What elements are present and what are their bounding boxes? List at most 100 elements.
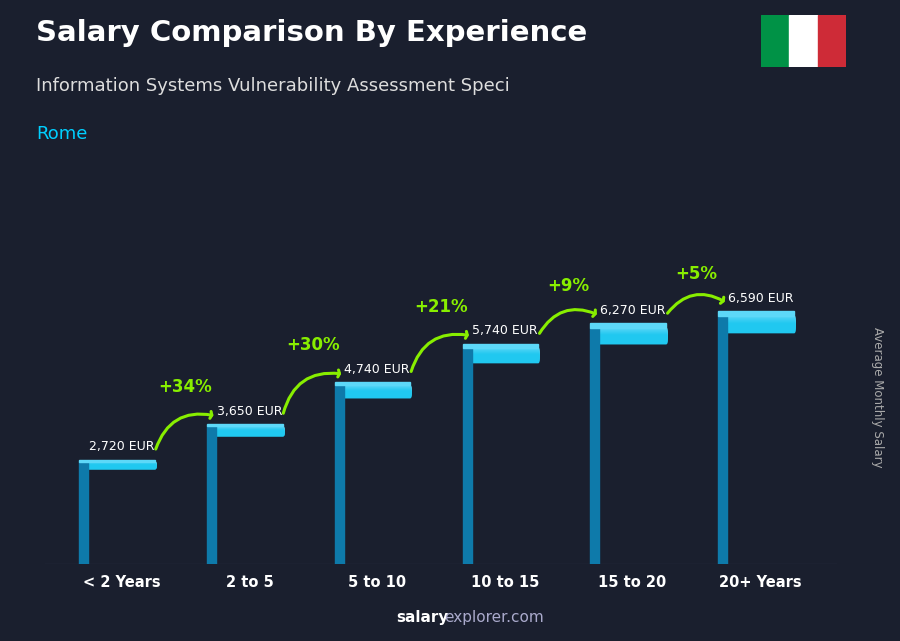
- Bar: [216, 429, 283, 433]
- Bar: [472, 351, 538, 358]
- Text: +21%: +21%: [414, 297, 468, 315]
- Bar: [599, 329, 666, 337]
- Bar: [472, 351, 538, 358]
- Bar: [472, 354, 538, 362]
- Bar: [599, 332, 666, 340]
- Bar: [216, 431, 283, 435]
- Bar: [472, 348, 538, 355]
- Bar: [599, 330, 666, 338]
- Bar: [216, 428, 283, 433]
- Bar: [472, 354, 538, 362]
- Bar: [216, 427, 283, 431]
- Text: +34%: +34%: [158, 378, 212, 395]
- Bar: [590, 328, 599, 564]
- Bar: [472, 353, 538, 360]
- Bar: [472, 352, 538, 360]
- Bar: [599, 329, 666, 338]
- Text: 2,720 EUR: 2,720 EUR: [89, 440, 155, 453]
- Bar: [344, 388, 410, 395]
- Bar: [88, 462, 155, 465]
- Bar: [599, 334, 666, 342]
- Bar: [344, 386, 410, 392]
- Bar: [344, 388, 410, 394]
- Bar: [216, 429, 283, 434]
- Bar: [599, 333, 666, 340]
- Bar: [472, 353, 538, 360]
- Bar: [216, 429, 283, 433]
- Bar: [344, 387, 410, 392]
- Bar: [344, 388, 410, 394]
- Bar: [88, 463, 155, 467]
- Bar: [88, 462, 155, 466]
- Bar: [88, 462, 155, 465]
- Bar: [472, 349, 538, 357]
- Bar: [88, 463, 155, 467]
- Bar: [344, 388, 410, 394]
- Bar: [88, 464, 155, 467]
- Bar: [88, 463, 155, 467]
- Bar: [599, 329, 666, 337]
- Bar: [727, 317, 794, 326]
- Bar: [727, 322, 794, 330]
- Bar: [216, 430, 283, 435]
- Text: 6,590 EUR: 6,590 EUR: [727, 292, 793, 304]
- Bar: [472, 349, 538, 356]
- Bar: [472, 348, 538, 356]
- Bar: [599, 328, 666, 336]
- Bar: [216, 429, 283, 434]
- Bar: [216, 428, 283, 433]
- Bar: [599, 329, 666, 337]
- Bar: [599, 333, 666, 341]
- Bar: [727, 320, 794, 329]
- Bar: [472, 351, 538, 359]
- Bar: [727, 321, 794, 329]
- Bar: [207, 426, 216, 564]
- Bar: [344, 387, 410, 392]
- Bar: [344, 390, 410, 396]
- Bar: [472, 349, 538, 356]
- Bar: [463, 347, 472, 564]
- Bar: [88, 464, 155, 468]
- Bar: [344, 386, 410, 392]
- Bar: [727, 315, 794, 324]
- Bar: [216, 427, 283, 431]
- Bar: [599, 328, 666, 335]
- Bar: [727, 317, 794, 325]
- Bar: [599, 331, 666, 338]
- Bar: [599, 335, 666, 343]
- Bar: [344, 391, 410, 397]
- Bar: [216, 429, 283, 434]
- Bar: [727, 323, 794, 331]
- Bar: [88, 463, 155, 467]
- Bar: [88, 463, 155, 467]
- Bar: [216, 427, 283, 431]
- Text: salary: salary: [396, 610, 448, 625]
- Text: 4,740 EUR: 4,740 EUR: [345, 363, 410, 376]
- Bar: [344, 387, 410, 393]
- Bar: [88, 463, 155, 466]
- Bar: [88, 462, 155, 466]
- Bar: [344, 389, 410, 395]
- Bar: [727, 322, 794, 330]
- Bar: [216, 428, 283, 432]
- Bar: [599, 331, 666, 340]
- Bar: [727, 317, 794, 326]
- Bar: [344, 390, 410, 396]
- Bar: [599, 334, 666, 342]
- Bar: [216, 428, 283, 432]
- Bar: [727, 322, 794, 331]
- Text: Salary Comparison By Experience: Salary Comparison By Experience: [36, 19, 587, 47]
- Bar: [599, 334, 666, 342]
- Bar: [472, 353, 538, 361]
- Bar: [344, 388, 410, 394]
- Bar: [344, 389, 410, 395]
- Bar: [727, 321, 794, 329]
- Bar: [472, 351, 538, 358]
- Bar: [590, 324, 666, 328]
- Bar: [88, 465, 155, 468]
- Bar: [88, 465, 155, 468]
- Bar: [216, 428, 283, 433]
- Bar: [727, 323, 794, 331]
- Bar: [216, 426, 283, 431]
- Bar: [344, 390, 410, 397]
